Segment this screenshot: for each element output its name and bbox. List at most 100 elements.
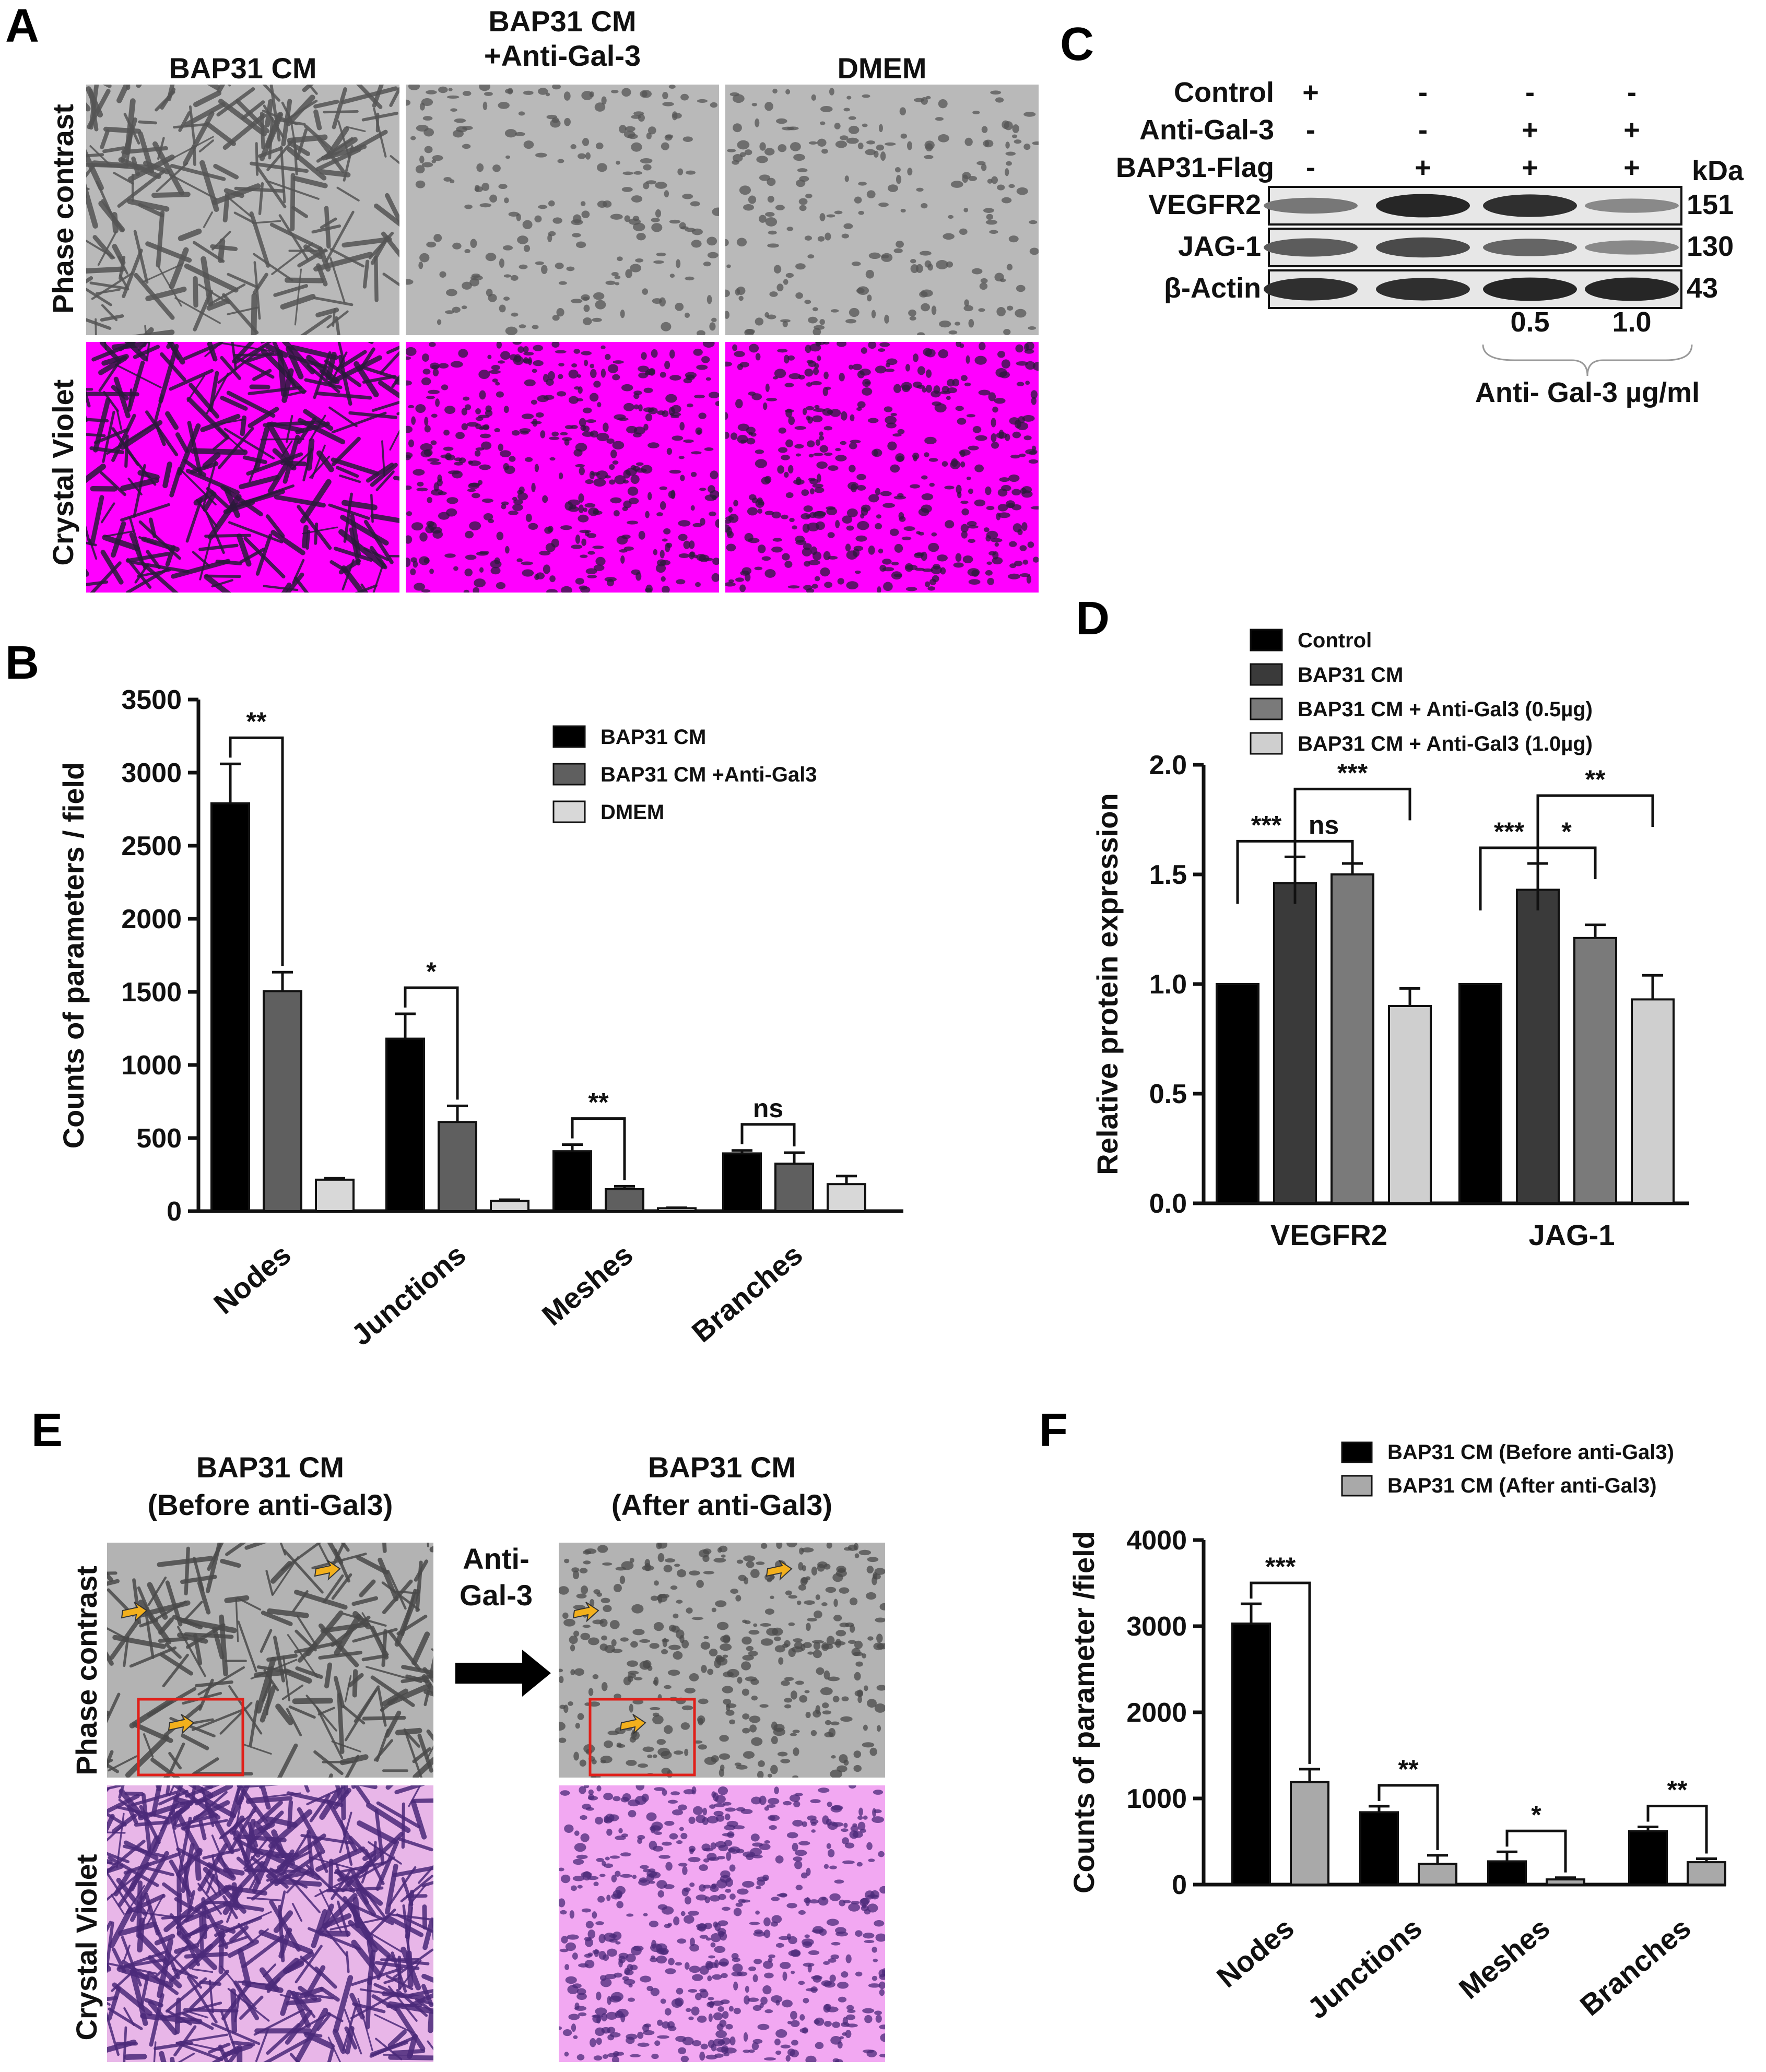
legend-swatch (1341, 1441, 1373, 1463)
cell-mark (684, 1687, 696, 1694)
cell-mark (718, 1844, 728, 1852)
cell-mark (691, 2040, 702, 2046)
cell-mark (752, 2005, 762, 2011)
cell-mark (764, 1972, 774, 1979)
cell-mark (422, 369, 431, 375)
cell-mark (680, 226, 689, 230)
cell-mark (837, 342, 847, 347)
cell-mark (603, 1605, 612, 1613)
cell-mark (751, 103, 758, 106)
cell-mark (991, 538, 1003, 542)
cell-mark (978, 389, 991, 396)
cell-mark (452, 470, 463, 479)
cell-mark (421, 589, 431, 593)
network-strand (431, 1918, 433, 1940)
cell-mark (696, 330, 705, 335)
cell-mark (841, 1971, 849, 1978)
y-tick-label: 0 (167, 1197, 182, 1227)
x-category-label: JAG-1 (1529, 1218, 1615, 1251)
network-strand (329, 248, 365, 268)
cell-mark (814, 487, 825, 493)
cell-mark (682, 2037, 694, 2045)
cell-mark (866, 190, 876, 198)
cell-mark (701, 1665, 707, 1673)
cell-mark (474, 450, 481, 457)
network-strand (211, 579, 233, 588)
network-strand (377, 1687, 387, 1727)
cell-mark (700, 2043, 708, 2050)
cell-mark (763, 1960, 773, 1969)
network-strand (108, 1755, 138, 1772)
cell-mark (918, 508, 929, 516)
cell-mark (464, 204, 473, 209)
network-strand (362, 259, 370, 289)
cell-mark (416, 125, 429, 132)
cell-mark (593, 292, 605, 300)
cell-mark (799, 1695, 808, 1703)
cell-mark (936, 260, 948, 269)
network-strand (113, 172, 134, 185)
cell-mark (1024, 349, 1034, 354)
cell-mark (691, 1617, 704, 1620)
network-strand (86, 318, 112, 330)
network-strand (286, 1708, 302, 1736)
network-strand (189, 1970, 229, 2010)
cell-mark (833, 1641, 846, 1645)
network-strand (283, 99, 318, 123)
cell-mark (410, 557, 417, 563)
cell-mark (771, 1915, 782, 1924)
network-strand (234, 342, 273, 364)
cell-mark (799, 205, 807, 211)
cell-mark (925, 581, 931, 587)
cell-mark (843, 223, 853, 229)
cell-mark (441, 384, 449, 390)
cell-mark (916, 531, 921, 535)
cell-mark (593, 381, 601, 388)
cell-mark (804, 369, 814, 377)
network-strand (193, 276, 198, 308)
cell-mark (629, 1557, 634, 1563)
cell-mark (762, 1874, 769, 1881)
cell-mark (609, 1620, 620, 1629)
cell-mark (790, 2020, 800, 2028)
cell-mark (576, 2054, 585, 2061)
network-strand (302, 526, 338, 535)
network-strand (331, 411, 387, 434)
cell-mark (924, 155, 934, 159)
cell-mark (645, 413, 653, 421)
cell-mark (629, 2054, 641, 2057)
cell-mark (760, 1996, 768, 2005)
cell-mark (475, 423, 481, 430)
cell-mark (624, 1969, 634, 1975)
cell-mark (444, 406, 456, 415)
network-strand (215, 559, 242, 565)
cell-mark (571, 2023, 576, 2032)
cell-mark (433, 482, 439, 492)
cell-mark (715, 401, 719, 406)
cell-mark (725, 519, 732, 524)
cell-mark (615, 282, 620, 286)
cell-mark (584, 1953, 592, 1958)
network-strand (178, 111, 191, 132)
cell-mark (570, 1669, 575, 1675)
network-strand (328, 355, 382, 385)
cell-mark (637, 2042, 650, 2047)
cell-mark (601, 369, 606, 378)
cell-mark (567, 1934, 579, 1940)
cell-mark (559, 1722, 566, 1731)
cell-mark (831, 1822, 844, 1827)
network-strand (304, 1785, 310, 1793)
cell-mark (747, 507, 758, 516)
kda-label: kDa (1692, 155, 1744, 186)
cell-mark (757, 1771, 764, 1778)
cell-mark (1011, 134, 1018, 138)
cell-mark (790, 142, 801, 151)
cell-mark (699, 1935, 709, 1939)
cell-mark (925, 369, 932, 378)
cell-mark (846, 96, 852, 100)
cell-mark (1009, 541, 1017, 547)
cell-mark (592, 546, 604, 549)
cell-mark (571, 219, 583, 226)
cell-mark (660, 1949, 668, 1956)
cell-mark (708, 392, 719, 398)
